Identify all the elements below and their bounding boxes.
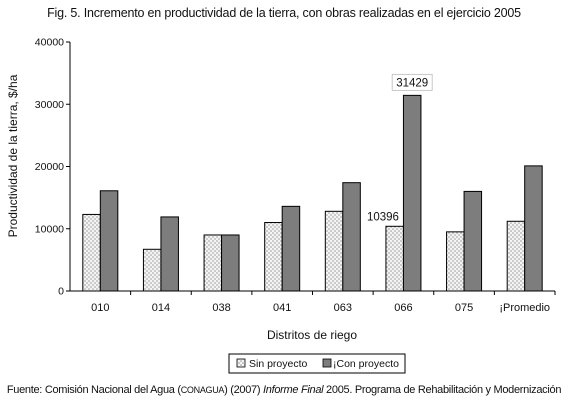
bar-chart: 0 10000 20000 30000 40000 010 014 038 041 063 066… (6, 37, 556, 374)
y-tick-label: 0 (58, 286, 64, 298)
bar-sin-proyecto (446, 231, 465, 292)
data-label: 31429 (396, 77, 428, 89)
x-tick-label: 075 (455, 302, 473, 314)
bar-con-proyecto (402, 94, 422, 292)
x-tick-label: 014 (152, 302, 170, 314)
x-tick-labels: 010 014 038 041 063 066 075 ¡Promedio (91, 302, 550, 314)
source-agency-abbrev: CONAGUA (180, 385, 225, 395)
bar-con-proyecto (221, 234, 240, 292)
source-caption: Fuente: Comisión Nacional del Agua (CONA… (0, 384, 568, 396)
y-tick-label: 10000 (35, 223, 64, 235)
x-tick-marks (130, 291, 556, 295)
data-label: 10396 (367, 211, 399, 223)
x-tick-label: 038 (212, 302, 230, 314)
bar-sin-proyecto (264, 222, 283, 292)
bar-con-proyecto (281, 205, 301, 292)
legend-label-sin-proyecto: Sin proyecto (249, 358, 308, 370)
y-tick-marks (66, 41, 70, 292)
x-tick-label: 041 (273, 302, 291, 314)
source-prefix: Fuente: Comisión Nacional del Agua ( (6, 384, 181, 396)
bar-sin-proyecto (324, 210, 344, 292)
source-report-title: Informe Final (263, 384, 324, 396)
bar-con-proyecto (524, 165, 543, 292)
legend-frame (228, 353, 406, 374)
y-tick-label: 20000 (35, 161, 64, 173)
source-middle: ) (2007) (224, 384, 263, 396)
legend-label-con-proyecto: ¡Con proyecto (333, 358, 399, 370)
bar-con-proyecto (463, 190, 483, 292)
bar-sin-proyecto (82, 213, 101, 292)
x-axis-label: Distritos de riego (267, 328, 357, 342)
y-axis-label: Productividad de la tierra, $/ha (6, 74, 20, 237)
figure-title: Fig. 5. Incremento en productividad de l… (47, 6, 521, 20)
legend-swatch-con-proyecto (322, 358, 332, 368)
source-suffix: 2005. Programa de Rehabilitación y Moder… (323, 384, 562, 396)
bar-con-proyecto (160, 216, 179, 292)
x-tick-label: ¡Promedio (499, 302, 550, 314)
x-tick-label: 010 (91, 302, 109, 314)
y-tick-labels: 0 10000 20000 30000 40000 (35, 37, 64, 298)
bar-con-proyecto (99, 190, 119, 292)
y-tick-label: 30000 (35, 99, 64, 111)
y-tick-label: 40000 (35, 37, 64, 49)
legend: Sin proyecto ¡Con proyecto (228, 353, 406, 374)
x-tick-label: 063 (334, 302, 352, 314)
bar-sin-proyecto (506, 220, 526, 292)
bar-con-proyecto (342, 182, 361, 292)
legend-swatch-sin-proyecto (236, 358, 246, 368)
bar-sin-proyecto (203, 234, 223, 292)
x-tick-label: 066 (394, 302, 412, 314)
bar-sin-proyecto (385, 225, 404, 292)
data-labels: 10396 31429 (367, 73, 433, 223)
bars (82, 94, 543, 292)
data-label-box (391, 73, 433, 91)
bar-sin-proyecto (142, 248, 162, 292)
